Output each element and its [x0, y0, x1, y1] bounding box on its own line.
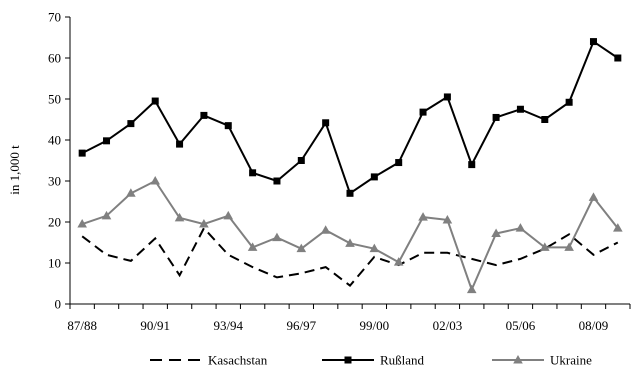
data-point — [589, 38, 597, 46]
data-point — [345, 238, 355, 247]
series-line-kasachstan — [81, 226, 619, 287]
data-point — [320, 225, 331, 234]
x-tick-label: 87/88 — [67, 318, 97, 333]
data-point — [223, 210, 234, 220]
data-point — [370, 173, 378, 181]
legend-item: Kasachstan — [150, 353, 268, 368]
data-point — [249, 169, 257, 177]
y-tick-label: 20 — [48, 215, 61, 230]
data-point — [565, 98, 573, 106]
data-point — [176, 140, 184, 148]
data-point — [224, 122, 232, 130]
data-point — [322, 119, 330, 127]
series-ukraine — [77, 176, 623, 294]
y-tick-label: 0 — [55, 297, 62, 312]
legend-label: Ukraine — [550, 353, 592, 368]
data-point — [516, 105, 524, 113]
data-point — [272, 232, 282, 242]
legend: Kasachstan Rußland Ukraine — [150, 353, 592, 368]
data-point — [393, 257, 404, 266]
legend-marker — [513, 355, 523, 364]
data-point — [199, 219, 209, 228]
data-point — [273, 177, 281, 185]
data-point — [101, 210, 112, 220]
series-ru-land — [78, 38, 622, 197]
series-line-ukraine — [81, 179, 619, 293]
data-point — [468, 161, 476, 169]
data-point — [492, 113, 500, 121]
data-point — [126, 188, 136, 197]
data-point — [419, 108, 427, 116]
data-point — [127, 120, 135, 128]
x-tick-label: 90/91 — [140, 318, 170, 333]
series-layer — [77, 38, 623, 294]
legend-label: Kasachstan — [208, 353, 268, 368]
y-tick-label: 10 — [48, 256, 61, 271]
data-point — [103, 137, 111, 145]
data-point — [200, 111, 208, 119]
data-point — [541, 116, 549, 123]
data-point — [418, 212, 428, 221]
series-line-ru-land — [81, 40, 619, 195]
data-point — [346, 189, 354, 197]
y-tick-label: 70 — [48, 10, 61, 25]
legend-label: Rußland — [380, 353, 425, 368]
y-tick-label: 40 — [48, 133, 61, 148]
data-point — [613, 223, 623, 232]
data-point — [443, 93, 451, 101]
data-point — [296, 243, 307, 253]
data-point — [539, 242, 550, 251]
data-point — [564, 242, 574, 251]
x-axis-ticks: 87/88 90/91 93/94 96/97 99/00 02/03 05/06 08/09 — [67, 304, 631, 333]
x-tick-label: 96/97 — [286, 318, 316, 333]
y-axis-label: in 1,000 t — [7, 145, 22, 195]
data-point — [247, 242, 258, 251]
legend-marker — [344, 356, 352, 364]
data-point — [151, 97, 159, 105]
data-point — [515, 223, 526, 232]
data-point — [491, 228, 501, 237]
series-kasachstan — [81, 226, 619, 287]
x-tick-label: 99/00 — [360, 318, 390, 333]
data-point — [614, 54, 622, 62]
data-point — [369, 243, 380, 253]
data-point — [150, 176, 161, 185]
data-point — [442, 214, 453, 224]
x-tick-label: 02/03 — [433, 318, 463, 333]
y-tick-label: 50 — [48, 92, 61, 107]
legend-item: Ukraine — [492, 353, 592, 368]
data-point — [297, 157, 305, 164]
data-point — [588, 192, 599, 201]
x-tick-label: 05/06 — [506, 318, 536, 333]
y-axis-ticks: 0 10 20 30 40 50 60 70 — [48, 10, 70, 312]
x-tick-label: 93/94 — [213, 318, 243, 333]
y-tick-label: 60 — [48, 51, 61, 66]
data-point — [174, 212, 185, 222]
data-point — [78, 149, 86, 157]
y-tick-label: 30 — [48, 174, 61, 189]
data-point — [395, 159, 403, 167]
legend-item: Rußland — [322, 353, 425, 368]
data-point — [77, 219, 87, 228]
data-point — [466, 284, 477, 294]
y-axis-title: in 1,000 t — [7, 145, 22, 195]
axes — [69, 17, 630, 305]
x-tick-label: 08/09 — [579, 318, 609, 333]
